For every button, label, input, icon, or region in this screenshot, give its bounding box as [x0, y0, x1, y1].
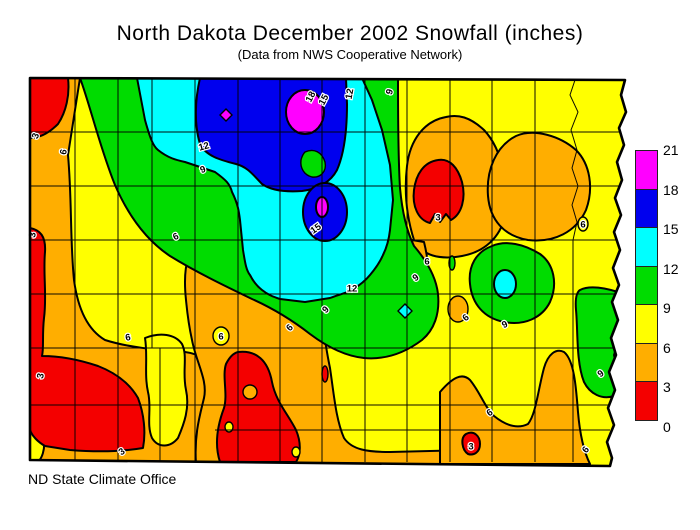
contour-region-cyan-diamond [397, 303, 413, 319]
legend-color-cell [635, 265, 658, 305]
contour-region-green-inner-dot [300, 149, 327, 178]
legend-tick-label: 0 [663, 418, 671, 435]
contour-region-green-red-river [574, 286, 623, 399]
chart-title: North Dakota December 2002 Snowfall (inc… [116, 22, 584, 45]
contour-region-yellow-oval [212, 326, 230, 346]
legend-tick-label: 9 [663, 300, 671, 316]
contour-label: 12 [344, 88, 357, 100]
legend-tick-labels: 21 18 15 12 9 6 3 0 [663, 143, 693, 435]
legend-color-cell [635, 342, 658, 382]
contour-region-red-southeast-spot [461, 431, 481, 456]
contour-label: 9 [500, 319, 509, 331]
contour-label: 6 [218, 332, 223, 343]
legend-color-bar [635, 150, 658, 421]
contour-region-red-northwest [30, 78, 70, 139]
contour-region-orange-oval [447, 295, 469, 323]
contour-label: 3 [30, 132, 42, 141]
contour-label: 6 [124, 332, 131, 344]
county-lines [30, 78, 625, 462]
legend-tick-label: 6 [663, 339, 671, 356]
contour-label: 12 [197, 140, 210, 153]
legend-tick-label: 18 [663, 181, 679, 198]
chart-subtitle: (Data from NWS Cooperative Network) [237, 47, 463, 62]
contour-label: 9 [384, 88, 396, 96]
contour-label: 3 [468, 442, 473, 453]
contour-label: 6 [424, 257, 429, 268]
contour-region-red-west-southwest [30, 227, 146, 453]
footer-credit: ND State Climate Office [28, 471, 177, 487]
legend-tick-label: 21 [663, 142, 679, 158]
contour-region-red-tick [321, 365, 329, 383]
legend-color-cell [635, 304, 658, 344]
contour-label: 12 [347, 284, 358, 295]
contour-region-magenta-diamond [219, 108, 233, 122]
contour-region-orange-oval [242, 384, 258, 400]
contour-label: 6 [58, 148, 70, 155]
legend-color-cell [635, 150, 658, 190]
legend-color-cell [635, 227, 658, 267]
legend-tick-label: 3 [663, 379, 671, 395]
contour-region-red-northeast-core [412, 158, 465, 224]
contour-label: 6 [580, 220, 585, 231]
contour-label: 3 [435, 213, 440, 224]
contour-label: 3 [27, 232, 38, 238]
contour-region-cyan-core-east [493, 269, 517, 299]
legend-color-cell [635, 381, 658, 421]
legend-tick-label: 15 [663, 221, 679, 237]
contour-label: 6 [171, 231, 180, 243]
legend-tick-label: 12 [663, 260, 679, 277]
contour-region-yellow-oval [577, 216, 589, 232]
contour-region-yellow-tongue [144, 333, 189, 447]
legend-color-cell [635, 188, 658, 228]
contour-label: 3 [35, 372, 47, 379]
contour-region-yellow-dot [291, 446, 301, 458]
contour-label: 9 [199, 164, 208, 176]
state-outline [28, 76, 628, 468]
contour-region-magenta-max [285, 89, 325, 135]
contour-region-orange-northeast-2 [486, 131, 592, 242]
